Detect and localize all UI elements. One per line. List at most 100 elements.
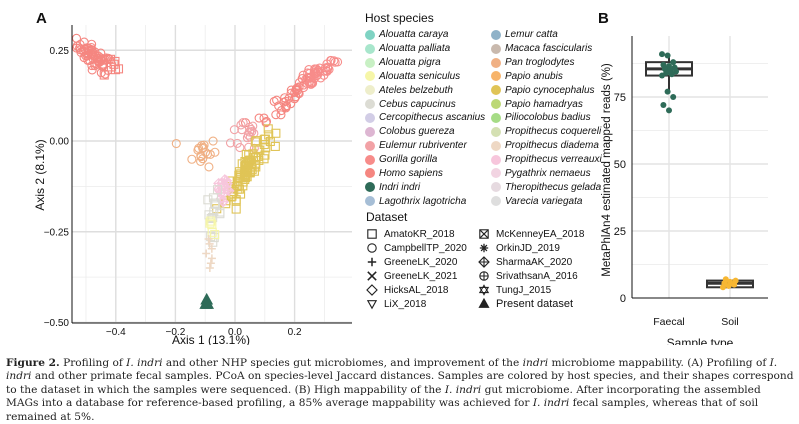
legend-color-dot-icon <box>365 182 375 193</box>
x-axis-label: Sample type <box>667 336 734 345</box>
legend-item-species: Pygathrix nemaeus <box>491 166 611 180</box>
data-point <box>245 168 255 178</box>
legend-item-species: Propithecus diadema <box>491 139 611 153</box>
data-point <box>260 134 270 144</box>
data-points <box>71 33 343 309</box>
x-tick-label: 0.2 <box>288 327 302 338</box>
legend-color-dot-icon <box>491 29 501 40</box>
data-point <box>668 71 675 78</box>
data-point <box>330 57 340 67</box>
data-point <box>479 229 489 239</box>
data-point <box>274 101 284 111</box>
legend-label: GreeneLK_2021 <box>384 270 458 282</box>
data-point <box>229 125 239 135</box>
data-point <box>303 68 313 78</box>
legend-color-dot-icon <box>491 99 501 110</box>
data-point <box>302 78 312 89</box>
legend-label: Colobus guereza <box>379 126 455 138</box>
legend-color-dot-icon <box>491 126 501 137</box>
legend-color-dot-icon <box>491 182 501 193</box>
data-point <box>732 277 739 284</box>
asterisk-icon <box>479 243 489 253</box>
data-point <box>99 70 109 80</box>
legend-label: Cebus capucinus <box>379 98 456 110</box>
data-point <box>79 37 89 47</box>
data-point <box>366 300 378 310</box>
y-axis-label: MetaPhlAn4 estimated mapped reads (%) <box>601 63 613 277</box>
caption-text: and other primate fecal samples. PCoA on… <box>6 370 794 396</box>
data-point <box>217 196 230 208</box>
legend-item-dataset: HicksAL_2018 <box>366 283 478 297</box>
data-point <box>105 54 116 64</box>
legend-item-species: Lemur catta <box>491 28 611 42</box>
legend-item-species: Pan troglodytes <box>491 56 611 70</box>
legend-item-species: Propithecus verreauxi <box>491 153 611 167</box>
data-point <box>84 43 94 53</box>
legend-color-dot-icon <box>365 154 375 165</box>
data-point <box>204 162 214 172</box>
data-point <box>664 88 671 95</box>
caption-species: I. indri <box>126 357 163 369</box>
data-point <box>87 61 97 71</box>
data-point <box>670 94 677 100</box>
legend-item-species: Alouatta caraya <box>365 28 491 42</box>
legend-label: McKenneyEA_2018 <box>496 228 585 240</box>
data-point <box>263 124 273 134</box>
legend-color-dot-icon <box>491 71 501 82</box>
mappability-boxplot: 0 25 50 75 Faecal Soil Sample type MetaPhlAn4 e… <box>601 36 768 345</box>
data-point <box>254 113 264 123</box>
square-x-icon <box>479 229 489 239</box>
legend-label: Propithecus coquereli <box>505 126 602 138</box>
data-point <box>221 196 231 206</box>
data-point <box>246 162 256 172</box>
legend-label: Gorilla gorilla <box>379 154 438 166</box>
legend-label: TungJ_2015 <box>496 284 552 296</box>
dataset-legend-items: AmatoKR_2018 McKenneyEA_2018 CampbellTP_20… <box>366 227 598 311</box>
legend-color-dot-icon <box>491 196 501 207</box>
legend-label: OrkinJD_2019 <box>496 242 560 254</box>
legend-label: LiX_2018 <box>384 298 427 310</box>
dataset-legend: Dataset AmatoKR_2018 McKenneyEA_2018 Campb… <box>366 210 598 311</box>
legend-item-dataset: GreeneLK_2020 <box>366 255 478 269</box>
caption-species: indri <box>522 357 549 369</box>
legend-item-species: Papio anubis <box>491 70 611 84</box>
data-point <box>722 276 729 283</box>
data-point <box>297 74 307 84</box>
data-point <box>479 243 489 253</box>
y-tick-label: 50 <box>614 159 626 171</box>
data-point <box>206 259 215 268</box>
data-point <box>366 284 378 296</box>
data-point <box>71 33 82 43</box>
data-point <box>318 66 328 76</box>
legend-item-species: Eulemur rubriventer <box>365 139 491 153</box>
data-point <box>83 48 93 58</box>
legend-color-dot-icon <box>365 85 375 96</box>
figure-caption: Figure 2. Profiling of I. indri and othe… <box>6 357 796 424</box>
circle-plus-icon <box>479 271 489 281</box>
data-point <box>204 235 213 244</box>
legend-color-dot-icon <box>365 196 375 207</box>
legend-label: Alouatta palliata <box>379 43 451 55</box>
data-point <box>202 249 211 258</box>
legend-label: GreeneLK_2020 <box>384 256 458 268</box>
legend-item-species: Cercopithecus ascanius <box>365 111 491 125</box>
box-faecal <box>645 51 693 114</box>
data-point <box>478 298 490 308</box>
legend-item-species: Cebus capucinus <box>365 97 491 111</box>
data-point <box>187 154 197 164</box>
data-point <box>253 145 263 155</box>
legend-label: Ateles belzebuth <box>379 84 453 96</box>
data-point <box>367 257 377 267</box>
x-tick-label: −0.4 <box>106 327 126 338</box>
data-point <box>367 271 377 281</box>
legend-label: Alouatta seniculus <box>379 70 461 82</box>
legend-color-dot-icon <box>365 57 375 68</box>
legend-label: HicksAL_2018 <box>384 284 449 296</box>
legend-color-dot-icon <box>365 126 375 137</box>
diamond-icon <box>366 284 378 296</box>
legend-item-dataset: OrkinJD_2019 <box>478 241 598 255</box>
data-point <box>272 95 282 105</box>
caption-species: I. indri <box>444 383 482 396</box>
y-tick-label: 0.25 <box>50 46 70 57</box>
x-tick-label: −0.2 <box>166 327 186 338</box>
